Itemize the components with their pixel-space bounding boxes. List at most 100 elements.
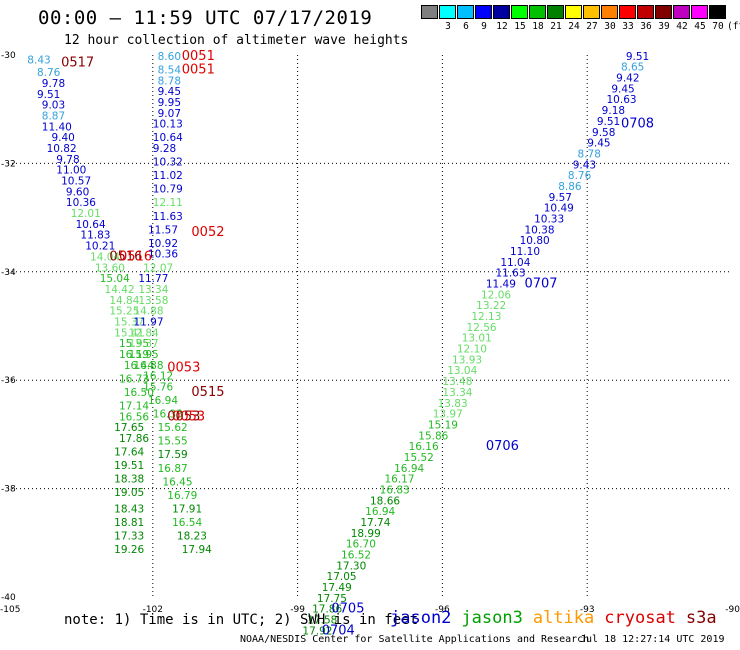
swh-reading: 17.91 xyxy=(172,503,202,515)
swh-reading: 10.32 xyxy=(153,157,183,169)
swh-reading: 10.36 xyxy=(66,197,96,209)
swh-reading: 10.57 xyxy=(61,176,91,188)
swh-reading: 18.38 xyxy=(114,474,144,486)
time-label: 0704 xyxy=(322,623,355,638)
y-tick-label: -40 xyxy=(1,593,16,603)
swh-reading: 12.01 xyxy=(71,208,101,220)
swh-reading: 13.04 xyxy=(447,365,477,377)
satellite-legend-item: s3a xyxy=(685,608,717,628)
time-label: 0053 xyxy=(167,409,200,424)
swh-reading: 17.92 xyxy=(302,625,332,637)
swh-reading: 9.45 xyxy=(611,83,634,95)
swh-reading: 9.03 xyxy=(42,100,65,112)
color-scale-label: 30 xyxy=(604,21,616,32)
axis-ticks: -105 -102 -99 -96 -93 -90 -30 -32 -34 -36 -38 -40 xyxy=(0,51,740,615)
time-label: 0052 xyxy=(191,225,224,240)
color-scale-swatch xyxy=(691,5,708,19)
swh-reading: 17.65 xyxy=(114,422,144,434)
swh-reading: 10.21 xyxy=(85,241,115,253)
color-scale-label: 42 xyxy=(676,21,688,32)
swh-reading: 11.02 xyxy=(153,170,183,182)
swh-reading: 17.05 xyxy=(327,571,357,583)
swh-reading: 10.36 xyxy=(148,249,178,261)
swh-reading: 18.99 xyxy=(351,528,381,540)
swh-reading: 18.23 xyxy=(177,531,207,543)
swh-reading: 9.78 xyxy=(56,154,79,166)
swh-reading: 10.80 xyxy=(520,235,550,247)
color-scale-label: 15 xyxy=(514,21,526,32)
swh-reading: 12.06 xyxy=(481,289,511,301)
swh-reading: 10.82 xyxy=(47,143,77,155)
swh-reading: 18.81 xyxy=(114,517,144,529)
swh-reading: 9.51 xyxy=(37,89,60,101)
swh-reading: 15.25 xyxy=(109,306,139,318)
swh-reading: 15.62 xyxy=(158,422,188,434)
swh-reading: 10.79 xyxy=(153,184,183,196)
color-scale-swatch xyxy=(547,5,564,19)
swh-reading: 10.63 xyxy=(607,94,637,106)
y-tick-label: -32 xyxy=(1,159,16,169)
swh-reading: 8.78 xyxy=(158,75,181,87)
x-tick-label: -102 xyxy=(143,605,163,615)
swh-reading: 11.83 xyxy=(80,230,110,242)
y-tick-label: -36 xyxy=(1,376,16,386)
swh-reading: 16.87 xyxy=(158,463,188,475)
swh-reading: 16.94 xyxy=(365,506,395,518)
swh-reading: 16.79 xyxy=(167,490,197,502)
color-scale-swatch xyxy=(673,5,690,19)
swh-reading: 15.19 xyxy=(428,419,458,431)
x-tick-label: -93 xyxy=(580,605,595,615)
color-scale-label: 70 xyxy=(712,21,724,32)
swh-reading: 8.54 xyxy=(158,64,182,76)
color-scale-swatch xyxy=(619,5,636,19)
swh-reading: 14.04 xyxy=(90,251,120,263)
swh-reading: 16.12 xyxy=(143,371,173,383)
swh-reading: 10.64 xyxy=(76,219,106,231)
color-scale-label: 6 xyxy=(463,21,469,32)
swh-reading: 16.54 xyxy=(172,517,202,529)
swh-reading: 16.94 xyxy=(148,395,178,407)
swh-reading: 9.57 xyxy=(549,192,572,204)
color-scale-label: 24 xyxy=(568,21,580,32)
swh-reading: 14.42 xyxy=(105,284,135,296)
color-scale-swatch xyxy=(457,5,474,19)
swh-reading: 19.51 xyxy=(114,460,144,472)
swh-reading: 17.75 xyxy=(317,593,347,605)
swh-reading: 18.66 xyxy=(370,495,400,507)
swh-reading: 15.95 xyxy=(129,349,159,361)
satellite-legend-item: jason2 xyxy=(390,608,452,628)
color-scale-label: 18 xyxy=(532,21,544,32)
swh-reading: 17.33 xyxy=(114,531,144,543)
swh-reading: 14.84 xyxy=(109,295,139,307)
swh-reading: 10.33 xyxy=(534,213,564,225)
swh-reading: 9.45 xyxy=(587,138,610,150)
swh-reading: 11.63 xyxy=(495,268,525,280)
swh-reading: 14.88 xyxy=(133,306,163,318)
swh-reading: 15.37 xyxy=(114,316,144,328)
swh-reading: 15.76 xyxy=(143,381,173,393)
color-scale-label: 12 xyxy=(496,21,508,32)
swh-reading: 11.77 xyxy=(138,273,168,285)
swh-reading: 9.28 xyxy=(153,143,176,155)
color-scale-label: 45 xyxy=(694,21,706,32)
swh-reading: 15.55 xyxy=(158,436,188,448)
time-label: 0051 xyxy=(182,62,215,77)
swh-reading: 11.00 xyxy=(56,165,86,177)
color-scale-swatch xyxy=(475,5,492,19)
swh-reading: 8.65 xyxy=(621,62,644,74)
satellite-legend: jason2 jason3 altika cryosat s3a xyxy=(390,608,717,628)
color-scale-swatch xyxy=(511,5,528,19)
swh-reading: 16.50 xyxy=(124,387,154,399)
time-label: 0516 xyxy=(119,249,152,264)
x-tick-label: -96 xyxy=(435,605,450,615)
swh-reading: 19.26 xyxy=(114,544,144,556)
y-tick-label: -38 xyxy=(1,485,16,495)
swh-reading: 10.38 xyxy=(524,224,554,236)
swh-reading: 15.41 xyxy=(114,327,144,339)
swh-reading: 13.01 xyxy=(462,333,492,345)
swh-reading: 9.60 xyxy=(66,186,89,198)
swh-reading: 9.51 xyxy=(626,51,649,63)
satellite-legend-item: cryosat xyxy=(604,608,676,628)
swh-reading: 8.86 xyxy=(558,181,582,193)
